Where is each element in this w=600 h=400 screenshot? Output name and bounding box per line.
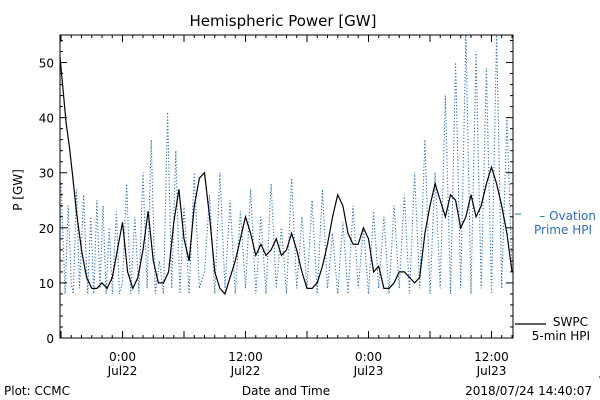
x-tick-label-date: Jul23	[353, 364, 384, 378]
x-tick-label-time: 12:00	[228, 350, 263, 364]
legend-swpc-line2: 5-min HPI	[532, 329, 590, 343]
series-line-ovation-prime-hpi	[60, 35, 513, 295]
legend-ovation-line2: Prime HPI	[534, 223, 592, 237]
y-tick-label: 30	[39, 167, 54, 181]
y-tick-label: 20	[39, 222, 54, 236]
series-layer	[60, 35, 513, 296]
x-tick-label-date: Jul24	[599, 364, 600, 378]
x-tick-label-date: Jul22	[230, 364, 261, 378]
x-tick-label-date: Jul23	[476, 364, 507, 378]
axes-layer: 010203040500:00Jul2212:00Jul220:00Jul231…	[39, 35, 600, 378]
y-tick-label: 0	[46, 332, 54, 346]
x-tick-label-date: Jul22	[107, 364, 138, 378]
plot-frame	[59, 34, 514, 339]
y-tick-label: 40	[39, 112, 54, 126]
x-tick-label-time: 12:00	[474, 350, 509, 364]
chart-title: Hemispheric Power [GW]	[190, 12, 377, 30]
legend-swpc-line1: SWPC	[553, 315, 588, 329]
y-tick-label: 50	[39, 57, 54, 71]
x-tick-label-time: 0:00	[355, 350, 382, 364]
timestamp: 2018/07/24 14:40:07	[465, 384, 592, 398]
legend-ovation-line1: – Ovation	[539, 209, 596, 223]
y-tick-label: 10	[39, 277, 54, 291]
plot-credit: Plot: CCMC	[4, 384, 70, 398]
x-tick-label-time: 0:00	[109, 350, 136, 364]
y-axis-label: P [GW]	[11, 169, 25, 211]
series-line-swpc-5-min-hpi	[60, 56, 513, 296]
x-axis-label: Date and Time	[242, 384, 330, 398]
